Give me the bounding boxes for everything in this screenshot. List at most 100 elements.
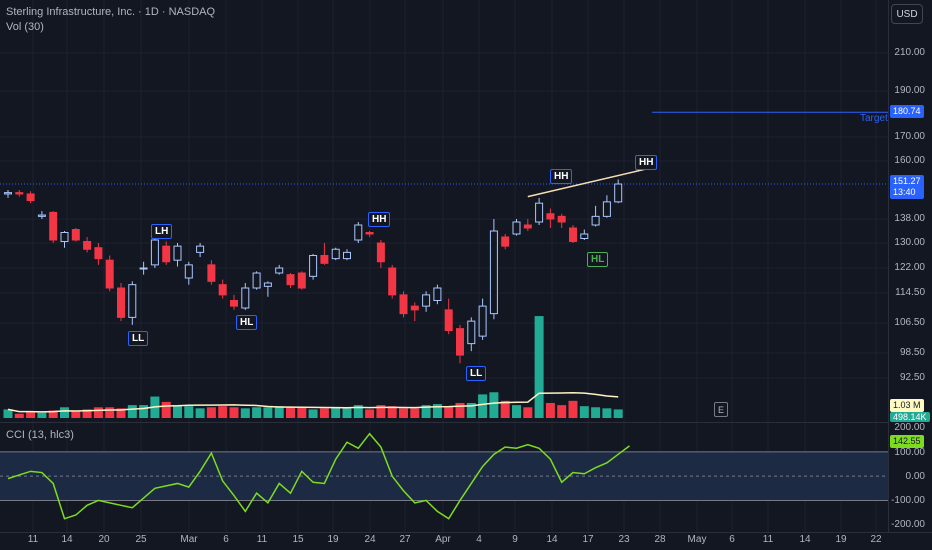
- earnings-marker[interactable]: E: [714, 402, 728, 417]
- volume-bar: [444, 406, 454, 418]
- candle-body: [196, 245, 205, 253]
- volume-bar: [127, 405, 137, 418]
- time-label: 23: [618, 534, 630, 545]
- price-label: 114.50: [895, 287, 925, 298]
- candle-body: [252, 272, 261, 289]
- volume-bar: [410, 408, 420, 418]
- candle-body: [26, 193, 35, 202]
- volume-bar: [93, 407, 103, 418]
- volume-bar: [331, 407, 341, 418]
- time-label: 19: [327, 534, 339, 545]
- volume-bar: [534, 316, 544, 418]
- currency-button[interactable]: USD: [891, 4, 923, 24]
- volume-avg-tag: 498.14K: [890, 412, 930, 422]
- cci-line: [7, 432, 630, 520]
- time-label: 11: [256, 534, 268, 545]
- volume-bar: [48, 410, 58, 418]
- trendline: [527, 168, 647, 198]
- volume-bar: [512, 405, 521, 418]
- price-label: 138.00: [894, 213, 925, 224]
- volume-value-tag: 1.03 M: [890, 399, 924, 412]
- candle-body: [376, 242, 385, 263]
- volume-bar: [568, 400, 578, 418]
- candle-body: [128, 284, 137, 318]
- time-label: 19: [835, 534, 847, 545]
- time-label: 14: [546, 534, 558, 545]
- pattern-label-hh: HH: [550, 169, 573, 184]
- volume-bar: [37, 412, 47, 418]
- pattern-label-hl: HL: [587, 252, 609, 267]
- volume-bar: [263, 407, 273, 418]
- volume-bar: [240, 408, 250, 418]
- time-label: 4: [476, 534, 482, 545]
- price-label: 92.50: [899, 372, 925, 383]
- volume-bar: [579, 406, 589, 418]
- candle-body: [37, 214, 46, 217]
- candle-body: [4, 192, 12, 195]
- time-label: 27: [399, 534, 411, 545]
- volume-bar: [466, 402, 476, 418]
- target-price-tag: 180.74: [890, 105, 924, 118]
- volume-bar: [252, 407, 262, 418]
- candle-body: [456, 328, 464, 356]
- pattern-label-hh: HH: [635, 155, 658, 170]
- candle-body: [309, 255, 318, 277]
- target-label: Target: [860, 113, 888, 124]
- current-price-tag: 151.27 13:40: [890, 175, 924, 199]
- price-label: 122.00: [894, 262, 925, 273]
- time-label: Apr: [435, 534, 451, 545]
- volume-bar: [60, 407, 69, 418]
- candle-body: [117, 287, 125, 318]
- pattern-label-hl: HL: [236, 315, 258, 330]
- candle-body: [207, 264, 216, 282]
- time-label: 11: [762, 534, 774, 545]
- candle-body: [523, 224, 532, 229]
- volume-bar: [387, 406, 397, 418]
- time-label: 17: [582, 534, 594, 545]
- volume-bar: [455, 402, 465, 418]
- candle-body: [275, 267, 284, 274]
- cci-legend: CCI (13, hlc3): [6, 429, 74, 441]
- candle-body: [230, 300, 238, 307]
- volume-bar: [523, 407, 533, 418]
- volume-bar: [218, 406, 228, 418]
- candle-body: [94, 247, 103, 260]
- candle-body: [263, 282, 272, 287]
- time-label: Mar: [180, 534, 198, 545]
- bar-countdown: 13:40: [893, 187, 916, 197]
- price-label: 190.00: [894, 85, 925, 96]
- volume-bar: [421, 405, 431, 418]
- volume-bar: [82, 409, 92, 418]
- volume-bar: [557, 405, 567, 418]
- candle-body: [388, 267, 397, 296]
- volume-bar: [365, 409, 375, 418]
- candle-body: [49, 211, 58, 241]
- candle-body: [422, 294, 431, 307]
- candle-body: [354, 224, 363, 241]
- cci-value-tag: 142.55: [890, 435, 924, 448]
- volume-bar: [500, 400, 510, 418]
- candle-body: [410, 305, 419, 311]
- candle-body: [184, 264, 193, 279]
- pane-separator[interactable]: [0, 422, 888, 423]
- pattern-label-hh: HH: [368, 212, 391, 227]
- candle-body: [557, 215, 566, 223]
- time-label: 11: [27, 534, 39, 545]
- cci-scale-label: 200.00: [894, 422, 925, 433]
- candle-body: [399, 294, 408, 315]
- time-label: 28: [654, 534, 666, 545]
- price-label: 210.00: [894, 47, 925, 58]
- volume-bar: [14, 413, 24, 418]
- price-scale[interactable]: 210.00 190.00 170.00 160.00 138.00 130.0…: [888, 0, 932, 532]
- candle-body: [105, 259, 114, 289]
- candle-body: [286, 274, 295, 286]
- candle-body: [535, 202, 544, 223]
- volume-bar: [297, 407, 307, 418]
- time-label: 24: [364, 534, 376, 545]
- volume-bar: [342, 408, 352, 418]
- candle-body: [580, 233, 589, 239]
- volume-bar: [319, 408, 329, 418]
- price-label: 160.00: [894, 155, 925, 166]
- candle-body: [467, 320, 476, 345]
